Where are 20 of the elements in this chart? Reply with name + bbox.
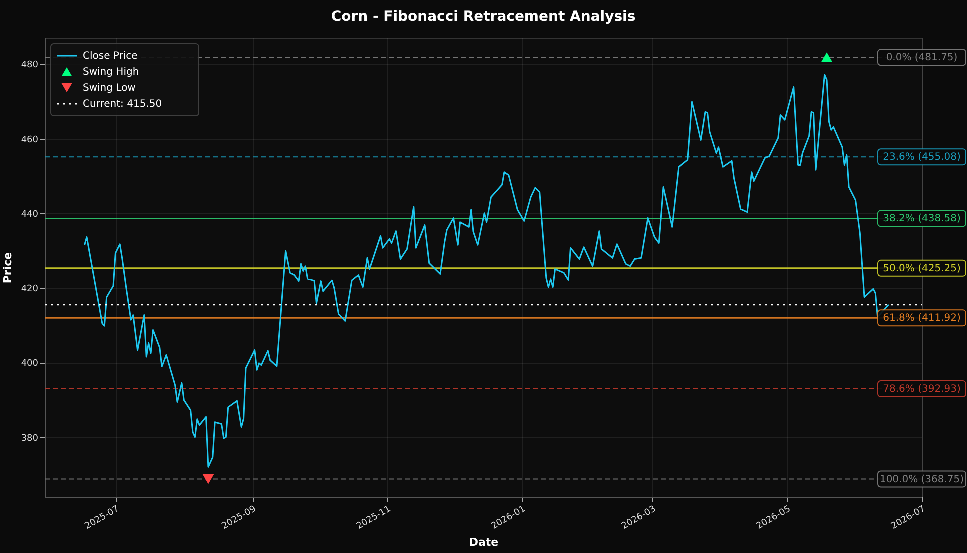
y-axis-title: Price [1, 252, 14, 284]
y-tick-label: 460 [21, 135, 39, 146]
legend-label: Swing High [83, 67, 140, 78]
legend-label: Close Price [83, 51, 138, 62]
y-tick-label: 440 [21, 210, 39, 220]
legend-label: Swing Low [83, 83, 136, 94]
legend-label: Current: 415.50 [83, 99, 162, 110]
ref-line-label: 23.6% (455.08) [883, 152, 961, 164]
y-tick-label: 400 [21, 359, 39, 370]
ref-line-label: 0.0% (481.75) [886, 52, 958, 64]
ref-line-label: 61.8% (411.92) [883, 313, 961, 324]
y-tick-label: 480 [21, 60, 39, 71]
y-tick-label: 420 [21, 284, 39, 295]
ref-line-label: 50.0% (425.25) [883, 263, 961, 274]
chart-title: Corn - Fibonacci Retracement Analysis [331, 9, 636, 25]
y-tick-label: 380 [21, 434, 39, 444]
ref-line-label: 100.0% (368.75) [880, 474, 964, 486]
ref-line-label: 38.2% (438.58) [883, 214, 961, 225]
x-axis-title: Date [469, 536, 499, 550]
ref-line-label: 78.6% (392.93) [883, 384, 961, 396]
